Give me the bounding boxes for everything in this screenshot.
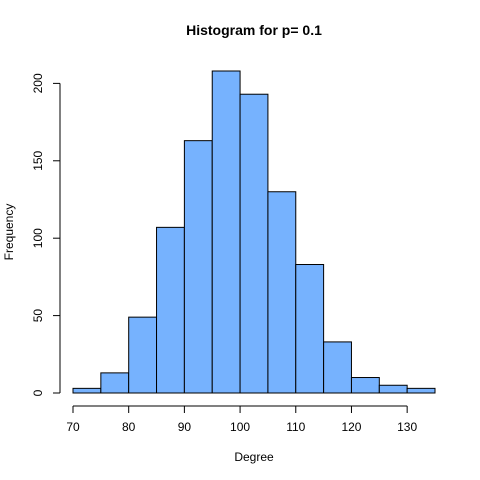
histogram-bar-130-135 [406,387,436,394]
x-tick-label-70: 70 [66,420,80,434]
x-tick-label-100: 100 [230,420,250,434]
x-tick-label-110: 110 [286,420,305,434]
y-tick-label-200: 200 [31,73,45,93]
histogram-bar-85-90 [156,226,185,394]
x-tick-label-80: 80 [122,420,136,434]
y-tick-label-0: 0 [31,389,45,396]
y-axis-label: Frequency [2,204,16,261]
y-axis: 0 50 100 150 200 [31,73,61,396]
histogram-bar-105-110 [267,191,297,394]
y-tick-label-150: 150 [31,150,45,170]
histogram-bar-70-75 [72,387,102,394]
histogram-bar-115-120 [323,341,352,394]
histogram-bar-95-100 [211,70,241,394]
histogram-bar-80-85 [128,316,158,394]
x-tick-label-130: 130 [397,420,417,434]
x-tick-label-120: 120 [341,420,361,434]
x-axis: 70 80 90 100 110 120 130 [66,405,417,434]
histogram-bar-100-105 [239,93,269,394]
y-tick-label-100: 100 [31,228,45,248]
histogram-bar-75-80 [100,372,130,394]
chart-title: Histogram for p= 0.1 [186,22,322,38]
x-axis-label: Degree [234,450,274,464]
histogram-bar-90-95 [183,140,213,394]
y-tick-label-50: 50 [31,309,45,323]
histogram-bar-120-125 [350,377,380,394]
bars-group [72,70,436,394]
histogram-bar-110-115 [295,264,325,394]
x-tick-label-90: 90 [178,420,192,434]
histogram-bar-125-130 [378,384,408,394]
